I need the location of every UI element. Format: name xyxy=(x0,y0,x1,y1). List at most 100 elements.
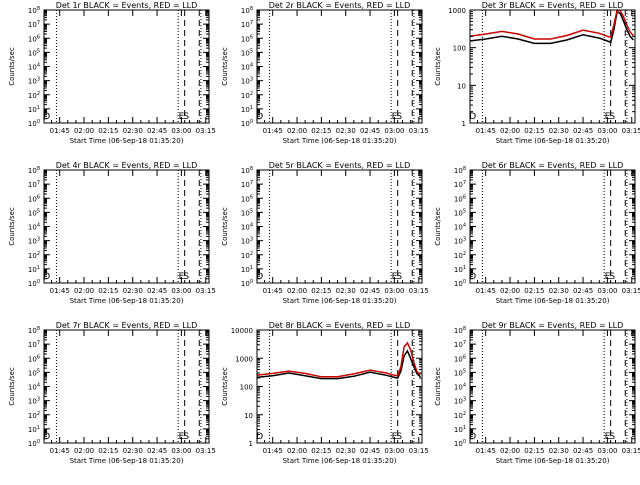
x-tick-label: 02:30 xyxy=(549,287,569,295)
x-axis-label: Start Time (06-Sep-18 01:35:20) xyxy=(283,137,397,145)
x-tick-label: 03:00 xyxy=(597,127,617,135)
y-tick-label: 104 xyxy=(241,63,253,72)
y-tick-label: 108 xyxy=(28,326,40,335)
interval-label-d: D xyxy=(469,112,476,122)
x-tick-label: 03:00 xyxy=(597,287,617,295)
x-tick-label: 02:15 xyxy=(98,127,118,135)
y-tick-label: 105 xyxy=(454,208,466,217)
y-tick-label: 108 xyxy=(241,166,253,175)
y-tick-label: 104 xyxy=(28,63,40,72)
x-tick-label: 03:00 xyxy=(171,447,191,455)
interval-label-s: S xyxy=(183,432,189,442)
interval-label-s: S xyxy=(609,432,615,442)
y-tick-label: 106 xyxy=(241,34,253,43)
y-tick-label: 103 xyxy=(241,77,253,86)
interval-label-e: E xyxy=(605,112,611,122)
x-tick-label: 03:15 xyxy=(196,447,216,455)
x-tick-label: 03:00 xyxy=(384,447,404,455)
x-tick-label: 02:00 xyxy=(500,287,520,295)
interval-label-d: D xyxy=(43,272,50,282)
y-tick-label: 108 xyxy=(454,166,466,175)
x-tick-label: 02:15 xyxy=(98,287,118,295)
y-tick-label: 108 xyxy=(241,6,253,15)
x-tick-label: 02:30 xyxy=(549,127,569,135)
y-tick-label: 107 xyxy=(454,180,466,189)
interval-label-s: S xyxy=(396,112,402,122)
y-tick-label: 101 xyxy=(28,265,40,274)
series-events xyxy=(469,10,634,45)
y-tick-label: 104 xyxy=(241,223,253,232)
y-tick-label: 101 xyxy=(28,105,40,114)
y-tick-label: 100 xyxy=(454,279,466,288)
y-tick-label: 106 xyxy=(454,194,466,203)
interval-label-s: S xyxy=(609,112,615,122)
y-tick-label: 103 xyxy=(28,77,40,86)
x-tick-label: 01:45 xyxy=(50,447,70,455)
y-tick-label: 106 xyxy=(28,194,40,203)
interval-label-d: D xyxy=(469,432,476,442)
x-tick-label: 02:30 xyxy=(336,127,356,135)
y-tick-label: 108 xyxy=(28,166,40,175)
y-tick-label: 106 xyxy=(241,194,253,203)
x-tick-label: 03:15 xyxy=(409,287,429,295)
y-tick-label: 100 xyxy=(454,439,466,448)
series-lld xyxy=(469,9,634,40)
y-tick-label: 100 xyxy=(241,279,253,288)
y-tick-label: 102 xyxy=(28,251,40,260)
x-axis-label: Start Time (06-Sep-18 01:35:20) xyxy=(496,297,610,305)
y-tick-label: 107 xyxy=(241,20,253,29)
interval-label-d: D xyxy=(256,272,263,282)
y-tick-label: 104 xyxy=(28,383,40,392)
x-tick-label: 02:00 xyxy=(74,127,94,135)
x-tick-label: 02:30 xyxy=(123,287,143,295)
x-tick-label: 02:00 xyxy=(500,127,520,135)
interval-label-s: S xyxy=(183,112,189,122)
y-tick-label: 105 xyxy=(28,368,40,377)
panel-title: Det 6r BLACK = Events, RED = LLD xyxy=(482,161,624,170)
plot-frame xyxy=(469,9,636,124)
y-tick-label: 103 xyxy=(241,237,253,246)
x-tick-label: 02:45 xyxy=(360,127,380,135)
interval-label-s: S xyxy=(609,272,615,282)
y-tick-label: 100 xyxy=(241,119,253,128)
x-tick-label: 02:45 xyxy=(147,287,167,295)
y-tick-label: 10000 xyxy=(231,327,253,335)
y-tick-label: 1 xyxy=(249,440,253,448)
y-axis-label: Counts/sec xyxy=(434,367,442,406)
y-tick-label: 105 xyxy=(241,48,253,57)
plot-frame xyxy=(256,9,423,124)
y-tick-label: 100 xyxy=(28,279,40,288)
x-tick-label: 01:45 xyxy=(50,287,70,295)
interval-label-s: S xyxy=(396,432,402,442)
plot-frame xyxy=(469,329,636,444)
y-tick-label: 100 xyxy=(28,439,40,448)
y-tick-label: 101 xyxy=(241,265,253,274)
y-tick-label: 100 xyxy=(28,119,40,128)
y-tick-label: 10 xyxy=(244,412,253,420)
x-axis-label: Start Time (06-Sep-18 01:35:20) xyxy=(496,137,610,145)
x-tick-label: 02:30 xyxy=(123,447,143,455)
y-tick-label: 10 xyxy=(457,82,466,90)
x-tick-label: 02:45 xyxy=(360,447,380,455)
panel-title: Det 8r BLACK = Events, RED = LLD xyxy=(269,321,411,330)
x-tick-label: 02:00 xyxy=(500,447,520,455)
plot-frame xyxy=(256,329,423,444)
panel-title: Det 5r BLACK = Events, RED = LLD xyxy=(269,161,411,170)
x-tick-label: 02:15 xyxy=(311,127,331,135)
y-axis-label: Counts/sec xyxy=(221,207,229,246)
y-tick-label: 105 xyxy=(28,48,40,57)
x-tick-label: 02:45 xyxy=(360,287,380,295)
y-tick-label: 105 xyxy=(28,208,40,217)
panel-title: Det 1r BLACK = Events, RED = LLD xyxy=(56,1,198,10)
x-tick-label: 01:45 xyxy=(263,287,283,295)
x-tick-label: 03:15 xyxy=(409,447,429,455)
interval-label-e: E xyxy=(605,272,611,282)
y-axis-label: Counts/sec xyxy=(434,47,442,86)
y-tick-label: 107 xyxy=(28,180,40,189)
panel-det-9r: Det 9r BLACK = Events, RED = LLD 100 101 10… xyxy=(434,321,640,465)
y-tick-label: 102 xyxy=(28,411,40,420)
y-tick-label: 103 xyxy=(454,237,466,246)
x-tick-label: 02:15 xyxy=(524,287,544,295)
x-tick-label: 02:15 xyxy=(98,447,118,455)
x-tick-label: 03:15 xyxy=(196,287,216,295)
